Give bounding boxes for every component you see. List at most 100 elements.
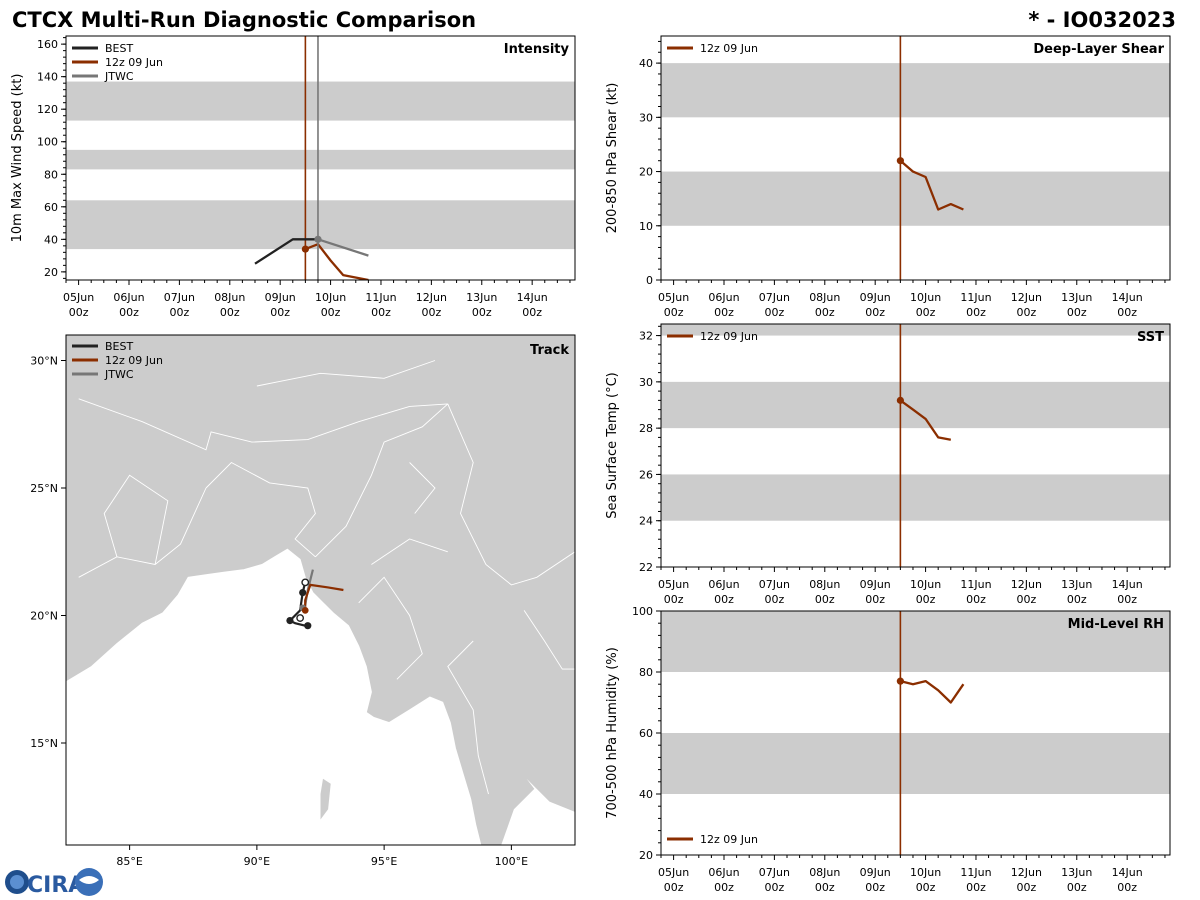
sst-xtick-hour: 00z [1067, 593, 1087, 606]
sst-legend-label: 12z 09 Jun [700, 330, 758, 343]
rh-xtick-date: 10Jun [910, 866, 941, 879]
intensity-plot-area [66, 36, 575, 280]
shear-xtick-hour: 00z [714, 306, 734, 319]
shear-xtick-label: 11Jun 00z [960, 291, 991, 319]
sst-xtick-date: 06Jun [708, 578, 739, 591]
rh-xtick-date: 08Jun [809, 866, 840, 879]
shear-xtick-hour: 00z [1117, 306, 1137, 319]
sst-xtick-hour: 00z [966, 593, 986, 606]
sst-xtick-date: 08Jun [809, 578, 840, 591]
rh-xtick-label: 08Jun 00z [809, 866, 840, 894]
shear-ylabel: 200-850 hPa Shear (kt) [605, 83, 620, 234]
sst-xtick-label: 06Jun 00z [708, 578, 739, 606]
track-legend-label: BEST [105, 340, 133, 353]
intensity-band-2 [66, 81, 575, 121]
track-ytick-label: 30°N [30, 355, 58, 368]
intensity-ytick-label: 20 [44, 266, 58, 279]
sst-ytick-label: 32 [639, 330, 653, 343]
best-track-open-point-1 [301, 578, 310, 587]
sst-xtick-hour: 00z [916, 593, 936, 606]
intensity-legend-label: BEST [105, 42, 133, 55]
rh-xtick-hour: 00z [664, 881, 684, 894]
intensity-xtick-label: 09Jun 00z [265, 291, 296, 319]
shear-ytick-label: 40 [639, 57, 653, 70]
sst-start-marker-12z-09-jun [896, 396, 904, 404]
rh-xtick-label: 06Jun 00z [708, 866, 739, 894]
sst-xtick-label: 13Jun 00z [1061, 578, 1092, 606]
rh-ytick-label: 100 [632, 605, 653, 618]
shear-xtick-hour: 00z [815, 306, 835, 319]
intensity-xtick-label: 08Jun 00z [214, 291, 245, 319]
rh-xtick-date: 12Jun [1011, 866, 1042, 879]
track-ytick-label: 15°N [30, 737, 58, 750]
track-panel-title: Track [530, 343, 569, 358]
intensity-xtick-hour: 00z [522, 306, 542, 319]
shear-xtick-hour: 00z [1016, 306, 1036, 319]
sst-xtick-label: 12Jun 00z [1011, 578, 1042, 606]
admin-border-9 [371, 538, 448, 565]
best-track-point-2 [299, 588, 307, 597]
shear-legend-label: 12z 09 Jun [700, 42, 758, 55]
sst-xtick-label: 09Jun 00z [860, 578, 891, 606]
land-mass [66, 335, 575, 845]
admin-border-6 [103, 474, 169, 565]
track-ytick-label: 20°N [30, 610, 58, 623]
shear-xtick-date: 05Jun [658, 291, 689, 304]
track-panel: 85°E 90°E 95°E 100°E 15°N 20°N 25°N 30°N Track BE… [30, 334, 576, 868]
sst-xtick-hour: 00z [1016, 593, 1036, 606]
sst-band-0 [661, 474, 1170, 521]
rh-xtick-hour: 00z [966, 881, 986, 894]
rh-ytick-label: 20 [639, 849, 653, 862]
rh-xtick-label: 09Jun 00z [860, 866, 891, 894]
intensity-xtick-date: 06Jun [113, 291, 144, 304]
figure-title: CTCX Multi-Run Diagnostic Comparison [12, 8, 476, 32]
rh-xtick-label: 10Jun 00z [910, 866, 941, 894]
shear-xtick-hour: 00z [865, 306, 885, 319]
rh-xtick-hour: 00z [714, 881, 734, 894]
rh-xtick-date: 11Jun [960, 866, 991, 879]
shear-xtick-label: 14Jun 00z [1112, 291, 1143, 319]
sst-xtick-date: 12Jun [1011, 578, 1042, 591]
rh-xtick-label: 12Jun 00z [1011, 866, 1042, 894]
sst-xtick-label: 11Jun 00z [960, 578, 991, 606]
admin-border-7 [78, 487, 207, 578]
track-xtick-label: 100°E [495, 855, 528, 868]
sst-xtick-hour: 00z [664, 593, 684, 606]
rh-xtick-label: 14Jun 00z [1112, 866, 1143, 894]
shear-xtick-label: 07Jun 00z [759, 291, 790, 319]
intensity-legend-label: JTWC [104, 70, 134, 83]
shear-xtick-hour: 00z [765, 306, 785, 319]
intensity-series-jtwc [317, 238, 369, 257]
intensity-xtick-label: 05Jun 00z [63, 291, 94, 319]
sst-plot-area [661, 324, 1170, 567]
rh-plot-area [661, 611, 1170, 855]
intensity-ytick-label: 80 [44, 168, 58, 181]
cira-logo: CIRA [5, 868, 103, 898]
intensity-ytick-label: 120 [37, 103, 58, 116]
shear-xtick-hour: 00z [1067, 306, 1087, 319]
intensity-xtick-date: 07Jun [164, 291, 195, 304]
shear-xtick-label: 13Jun 00z [1061, 291, 1092, 319]
shear-xtick-label: 05Jun 00z [658, 291, 689, 319]
shear-xtick-hour: 00z [966, 306, 986, 319]
intensity-xtick-date: 12Jun [416, 291, 447, 304]
sst-frame [660, 323, 1171, 568]
rh-series-12z-09-jun [900, 679, 965, 704]
intensity-frame [65, 35, 576, 281]
intensity-xtick-hour: 00z [220, 306, 240, 319]
sst-xtick-date: 09Jun [860, 578, 891, 591]
intensity-ytick-label: 100 [37, 136, 58, 149]
track-legend-label: JTWC [104, 368, 134, 381]
intensity-xtick-date: 14Jun [517, 291, 548, 304]
sst-ytick-label: 26 [639, 468, 653, 481]
shear-xtick-label: 12Jun 00z [1011, 291, 1042, 319]
shear-xtick-date: 12Jun [1011, 291, 1042, 304]
sst-panel-title: SST [1137, 330, 1164, 345]
shear-band-1 [661, 63, 1170, 118]
intensity-xtick-date: 08Jun [214, 291, 245, 304]
shear-ytick-label: 20 [639, 166, 653, 179]
intensity-xtick-date: 10Jun [315, 291, 346, 304]
admin-border-11 [409, 462, 436, 514]
rh-xtick-hour: 00z [1117, 881, 1137, 894]
intensity-xtick-hour: 00z [69, 306, 89, 319]
